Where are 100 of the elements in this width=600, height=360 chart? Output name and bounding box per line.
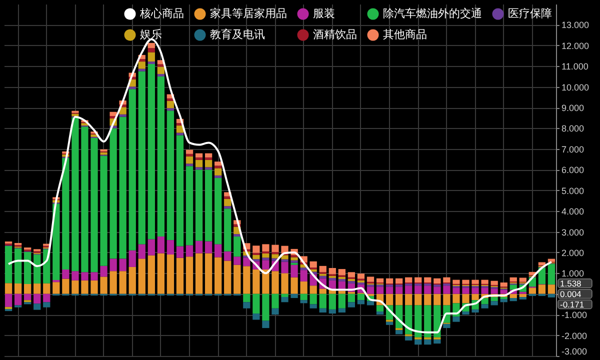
bar — [166, 110, 174, 240]
bar — [481, 298, 488, 304]
bar — [290, 257, 298, 260]
bar — [252, 269, 260, 294]
y-tick-label: 8.000 — [562, 124, 584, 134]
bar — [14, 242, 22, 246]
bar — [452, 280, 460, 284]
bar — [34, 254, 41, 284]
bar — [490, 288, 498, 294]
y-tick-label: 13.000 — [562, 20, 590, 30]
bar — [424, 339, 432, 345]
bar — [519, 296, 526, 300]
bar — [414, 286, 422, 294]
bar — [300, 294, 308, 300]
bar — [186, 164, 194, 166]
bar — [43, 294, 50, 302]
bar — [386, 286, 394, 294]
bar — [414, 294, 422, 306]
bar — [214, 244, 222, 258]
legend-label: 核心商品 — [139, 7, 184, 20]
bar — [138, 62, 146, 69]
bar — [224, 206, 232, 209]
bar — [157, 253, 165, 294]
bar — [262, 251, 270, 254]
y-tick-label: 2.000 — [562, 248, 584, 258]
bar — [472, 288, 479, 294]
bar — [138, 244, 146, 259]
bar — [52, 204, 60, 280]
legend-label: 医疗保障 — [508, 7, 552, 20]
bar — [176, 258, 184, 294]
bar — [72, 114, 79, 116]
bar — [510, 277, 517, 282]
text: 0.004 — [560, 288, 582, 299]
bar — [290, 294, 298, 298]
bar — [300, 270, 308, 282]
bar — [195, 253, 203, 294]
bar — [24, 294, 32, 300]
bar — [128, 86, 136, 90]
bar — [138, 71, 146, 244]
bar — [290, 264, 298, 278]
bar — [204, 241, 212, 254]
bar — [462, 280, 470, 284]
bar — [405, 305, 412, 334]
bar — [214, 175, 222, 178]
bar — [376, 311, 384, 315]
bar — [452, 316, 460, 322]
bar — [443, 277, 450, 282]
bar — [157, 236, 165, 254]
bar — [348, 272, 356, 278]
y-tick-label: 1.000 — [562, 268, 584, 279]
bar — [281, 246, 288, 254]
bar — [262, 258, 270, 260]
bar — [452, 288, 460, 294]
y-tick-label: 7.000 — [562, 144, 584, 154]
bar — [252, 314, 260, 320]
bar — [357, 282, 365, 285]
bar — [424, 277, 432, 282]
bar — [386, 322, 394, 325]
legend-label: 教育及电讯 — [210, 28, 265, 41]
bar — [319, 266, 326, 272]
bar — [510, 298, 517, 302]
bar — [262, 269, 270, 294]
bar — [166, 240, 174, 255]
bar — [338, 278, 346, 282]
bar — [214, 166, 222, 168]
bar — [224, 208, 232, 252]
bar — [252, 254, 260, 260]
bar — [519, 294, 526, 297]
bar — [443, 324, 450, 328]
bar — [452, 294, 460, 304]
bar — [234, 234, 241, 237]
bar — [100, 266, 108, 277]
bar — [434, 294, 441, 306]
bar — [148, 48, 155, 52]
bar — [204, 167, 212, 170]
bar — [414, 305, 422, 338]
legend-label: 其他商品 — [383, 28, 427, 41]
bar — [405, 336, 412, 340]
bar — [548, 284, 556, 294]
bar — [62, 278, 70, 294]
bar — [281, 296, 288, 302]
bar — [405, 294, 412, 306]
bar — [366, 276, 374, 282]
bar — [548, 264, 556, 284]
bar — [204, 160, 212, 168]
bar — [500, 299, 508, 302]
bar — [357, 274, 365, 279]
bar — [500, 296, 508, 300]
bar — [481, 288, 488, 294]
y-tick-label: 11.000 — [562, 62, 588, 72]
bar — [224, 251, 232, 261]
bar — [214, 162, 222, 166]
y-tick-label: -3.000 — [562, 346, 588, 356]
bar — [414, 277, 422, 282]
bar — [4, 283, 12, 294]
text: 1.538 — [560, 278, 582, 288]
bar — [157, 66, 165, 74]
bar — [100, 276, 108, 294]
bar — [328, 294, 336, 310]
bar — [176, 246, 184, 258]
